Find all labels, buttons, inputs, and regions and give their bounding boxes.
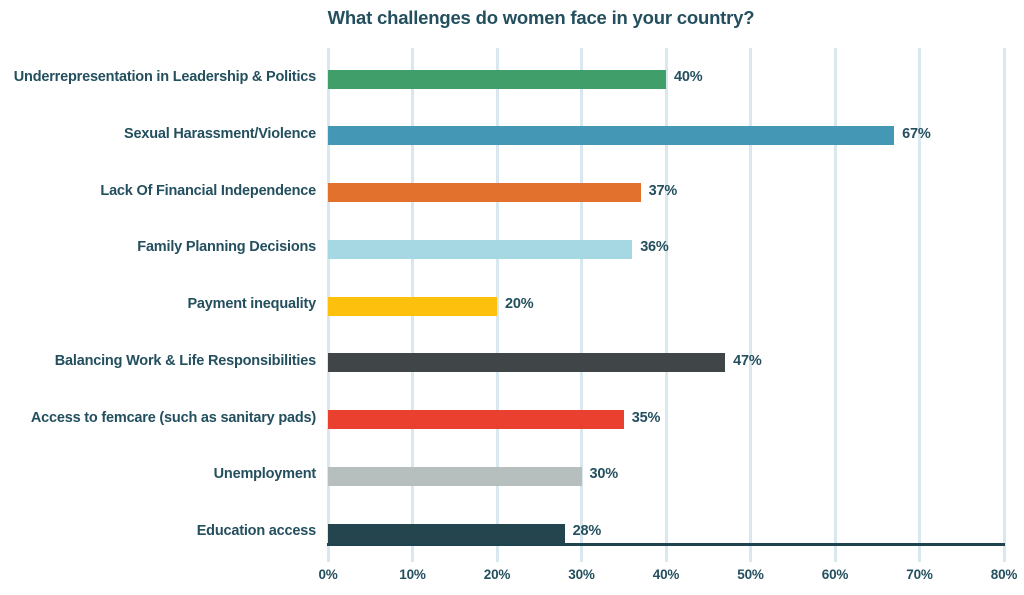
bar bbox=[328, 239, 633, 259]
bar bbox=[328, 183, 641, 202]
value-label: 30% bbox=[589, 466, 619, 483]
category-label: Education access bbox=[196, 523, 317, 539]
x-tick-label: 30% bbox=[568, 567, 595, 582]
x-tick-label: 20% bbox=[483, 567, 511, 582]
value-label: 20% bbox=[505, 296, 534, 312]
category-label: Payment inequality bbox=[187, 296, 316, 312]
x-tick-label: 70% bbox=[906, 567, 933, 582]
x-tick-label: 40% bbox=[652, 567, 680, 582]
category-label: Unemployment bbox=[213, 466, 317, 483]
x-axis-line bbox=[327, 543, 1005, 546]
category-label: Sexual Harassment/Violence bbox=[124, 125, 316, 142]
gridline bbox=[749, 48, 752, 562]
gridline bbox=[664, 48, 668, 562]
bar bbox=[328, 69, 666, 89]
category-label: Underrepresentation in Leadership & Poli… bbox=[13, 69, 316, 85]
bar bbox=[328, 410, 624, 429]
x-tick-label: 50% bbox=[737, 567, 764, 582]
bar bbox=[328, 353, 726, 373]
value-label: 35% bbox=[631, 409, 661, 426]
value-label: 67% bbox=[902, 125, 931, 142]
bar bbox=[328, 126, 895, 146]
x-tick-label: 60% bbox=[821, 567, 849, 582]
category-label: Access to femcare (such as sanitary pads… bbox=[30, 409, 316, 426]
gridline bbox=[833, 48, 837, 562]
value-label: 47% bbox=[733, 352, 762, 369]
gridline bbox=[918, 48, 921, 562]
category-label: Lack Of Financial Independence bbox=[100, 182, 316, 199]
value-label: 28% bbox=[572, 523, 602, 539]
x-tick-label: 10% bbox=[399, 567, 426, 582]
bar bbox=[328, 466, 582, 486]
gridline bbox=[580, 48, 583, 562]
bar bbox=[328, 523, 565, 543]
category-label: Family Planning Decisions bbox=[137, 239, 316, 256]
chart-title: What challenges do women face in your co… bbox=[327, 7, 755, 28]
value-label: 40% bbox=[674, 69, 703, 85]
gridline bbox=[1002, 48, 1006, 562]
category-label: Balancing Work & Life Responsibilities bbox=[54, 352, 316, 369]
value-label: 36% bbox=[640, 239, 669, 256]
x-tick-label: 0% bbox=[318, 567, 338, 582]
bar bbox=[328, 296, 497, 316]
value-label: 37% bbox=[648, 182, 678, 199]
x-tick-label: 80% bbox=[990, 567, 1018, 582]
gridline bbox=[495, 48, 499, 562]
